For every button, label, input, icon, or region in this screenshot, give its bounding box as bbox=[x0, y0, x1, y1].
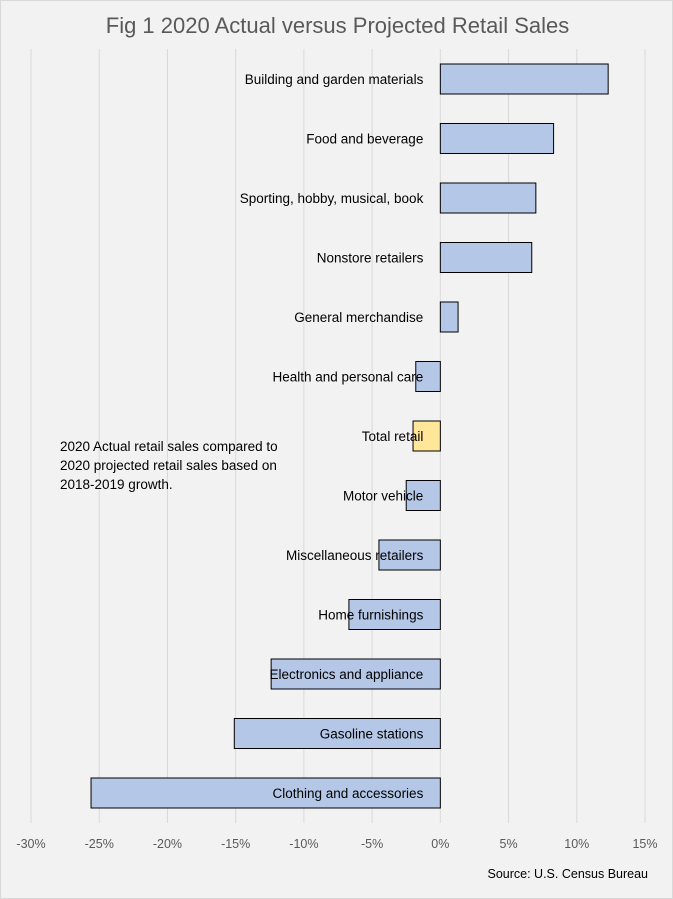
category-label: Building and garden materials bbox=[245, 72, 424, 87]
bar bbox=[439, 182, 537, 214]
category-label: Home furnishings bbox=[318, 608, 423, 623]
category-label: Health and personal care bbox=[272, 370, 423, 385]
bar bbox=[233, 718, 441, 749]
category-label: Motor vehicle bbox=[343, 489, 423, 504]
category-label: Clothing and accessories bbox=[272, 786, 423, 801]
category-label: Nonstore retailers bbox=[317, 251, 424, 266]
x-tick-label: -10% bbox=[289, 837, 318, 851]
x-tick-label: 5% bbox=[500, 837, 518, 851]
bar bbox=[439, 63, 609, 95]
category-label: Gasoline stations bbox=[320, 727, 424, 742]
bar bbox=[90, 777, 441, 809]
category-label: Sporting, hobby, musical, book bbox=[240, 191, 424, 206]
category-label: General merchandise bbox=[294, 310, 423, 325]
bar bbox=[439, 301, 459, 333]
annotation: 2020 Actual retail sales compared to 202… bbox=[60, 439, 278, 492]
bar bbox=[439, 242, 533, 273]
category-label: Electronics and appliance bbox=[269, 667, 423, 682]
x-tick-label: -15% bbox=[221, 837, 250, 851]
x-tick-label: -5% bbox=[361, 837, 383, 851]
x-tick-label: 10% bbox=[564, 837, 589, 851]
x-tick-label: -20% bbox=[153, 837, 182, 851]
bar bbox=[348, 599, 441, 630]
category-label: Food and beverage bbox=[306, 132, 423, 147]
bar bbox=[412, 420, 441, 452]
x-tick-label: -30% bbox=[16, 837, 45, 851]
chart-title: Fig 1 2020 Actual versus Projected Retai… bbox=[105, 13, 570, 38]
x-tick-label: 15% bbox=[632, 837, 657, 851]
source-note: Source: U.S. Census Bureau bbox=[487, 867, 649, 881]
bar bbox=[405, 480, 441, 511]
bar bbox=[415, 361, 441, 392]
bar bbox=[439, 123, 555, 154]
category-label: Total retail bbox=[362, 429, 424, 444]
category-label: Miscellaneous retailers bbox=[286, 548, 424, 563]
x-tick-label: -25% bbox=[85, 837, 114, 851]
x-tick-label: 0% bbox=[431, 837, 449, 851]
bar bbox=[270, 658, 441, 690]
bar bbox=[378, 539, 441, 571]
